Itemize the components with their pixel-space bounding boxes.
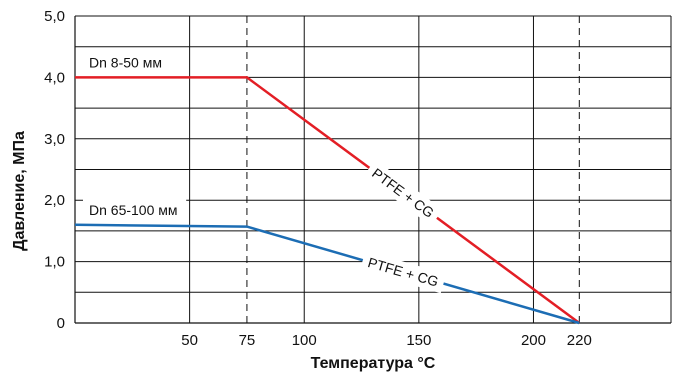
x-tick-label: 150 <box>406 332 431 349</box>
chart-axes <box>74 16 671 324</box>
chart-series <box>74 76 581 325</box>
y-tick-label: 3,0 <box>44 131 65 148</box>
y-axis-ticks: 0 1,0 2,0 3,0 4,0 5,0 <box>44 8 65 332</box>
series-line-1 <box>75 76 581 325</box>
y-tick-label: 4,0 <box>44 69 65 86</box>
x-tick-label: 75 <box>239 332 256 349</box>
y-axis-title: Давление, МПа <box>11 131 28 251</box>
x-tick-label: 100 <box>292 332 317 349</box>
series-name-label: Dn 65-100 мм <box>89 202 178 218</box>
y-tick-label: 5,0 <box>44 8 65 25</box>
x-axis-title: Температура °С <box>311 355 436 372</box>
x-tick-label: 220 <box>567 332 592 349</box>
x-tick-label: 50 <box>181 332 198 349</box>
series-annotation-bg <box>363 159 443 226</box>
x-axis-ticks: 50 75 100 150 200 220 <box>181 332 592 349</box>
series-annotation: PTFE + CG <box>360 250 447 294</box>
series-name-label: Dn 8-50 мм <box>89 54 162 70</box>
x-tick-label: 200 <box>521 332 546 349</box>
series-line-2 <box>74 223 580 325</box>
series-annotation-label: PTFE + CG <box>366 254 440 290</box>
y-tick-label: 1,0 <box>44 254 65 271</box>
y-tick-label: 2,0 <box>44 192 65 209</box>
y-tick-label: 0 <box>57 315 65 332</box>
series-name-bg <box>83 51 171 72</box>
series-labels: Dn 8-50 мм Dn 65-100 мм PTFE + CG PTFE + CG <box>83 51 447 294</box>
series-name-bg <box>83 198 187 219</box>
series-annotation-label: PTFE + CG <box>369 165 437 221</box>
series-annotation-bg <box>360 250 447 294</box>
